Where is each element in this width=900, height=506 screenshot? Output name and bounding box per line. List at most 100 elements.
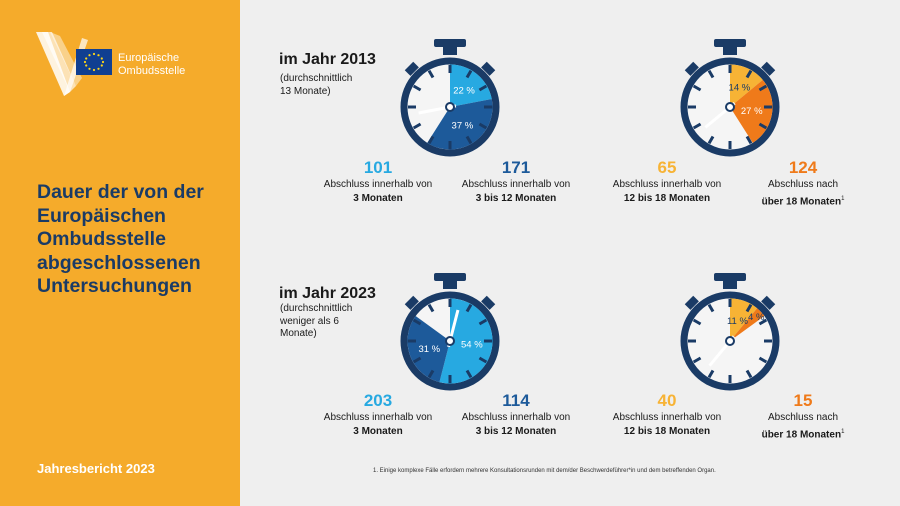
stopwatch-hub	[725, 102, 735, 112]
dial-tick	[478, 356, 488, 364]
stopwatch-hub	[725, 336, 735, 346]
dial-tick	[707, 303, 715, 313]
pie-label: 27 %	[741, 106, 763, 117]
pie-slice	[730, 64, 763, 107]
pie-slice	[427, 99, 493, 150]
pie-label: 11 %	[727, 316, 749, 327]
stat-value: 15	[793, 391, 813, 410]
stat-value: 114	[502, 391, 530, 410]
stat-value: 171	[501, 158, 531, 177]
pie-label: 22 %	[453, 86, 475, 97]
stat-desc: Abschluss innerhalb von	[461, 412, 571, 423]
eu-flag-icon	[76, 49, 112, 75]
stopwatch-button-left	[684, 61, 699, 76]
dial-tick	[412, 356, 422, 364]
year-title-2013: im Jahr 2013	[279, 51, 376, 68]
stat-period-text: über 18 Monaten	[761, 429, 842, 441]
stat-value: 65	[657, 158, 677, 177]
stopwatch-stem	[723, 45, 737, 55]
dial-tick	[427, 369, 435, 379]
dial-tick	[707, 135, 715, 145]
year-subtitle-2013: (durchschnittlich 13 Monate)	[280, 73, 353, 97]
stopwatch-button-right	[481, 61, 496, 76]
stat-2023-3-12m: 114 Abschluss innerhalb von 3 bis 12 Mon…	[446, 391, 586, 439]
pie-slice	[730, 308, 765, 341]
stat-value: 124	[788, 158, 818, 177]
pie-slice	[730, 79, 773, 143]
dial-tick	[465, 135, 473, 145]
dial-tick	[707, 369, 715, 379]
year-subtitle-2023: (durchschnittlich weniger als 6 Monate)	[280, 303, 353, 339]
pie-slice	[450, 64, 492, 107]
dial-tick	[412, 318, 422, 326]
pie-slice	[730, 298, 758, 341]
stopwatch-button-left	[404, 295, 419, 310]
stat-desc: Abschluss innerhalb von	[323, 412, 433, 423]
stat-desc: Abschluss innerhalb von	[612, 179, 722, 190]
dial-tick	[412, 122, 422, 130]
stat-2013-3-12m: 171 Abschluss innerhalb von 3 bis 12 Mon…	[446, 158, 586, 206]
stopwatch-button-right	[761, 61, 776, 76]
org-name-line1: Europäische	[118, 52, 180, 64]
stopwatch-2013-orange: 14 % 27 %	[680, 39, 780, 157]
dial-tick	[692, 84, 702, 92]
footnote: 1. Einige komplexe Fälle erfordern mehre…	[373, 468, 716, 474]
stat-2023-3m: 203 Abschluss innerhalb von 3 Monaten	[308, 391, 448, 439]
stat-period: 12 bis 18 Monaten	[623, 426, 711, 437]
stat-value: 101	[363, 158, 393, 177]
stopwatch-crown	[714, 273, 746, 281]
dial-tick	[427, 303, 435, 313]
stopwatch-stem	[723, 279, 737, 289]
stopwatch-button-left	[684, 295, 699, 310]
year-title-2023: im Jahr 2023	[279, 285, 376, 302]
dial-tick	[745, 303, 753, 313]
sidebar: Europäische Ombudsstelle Dauer der von d…	[0, 0, 240, 506]
stopwatch-crown	[714, 39, 746, 47]
stat-2023-18m-plus: 15 Abschluss nach über 18 Monaten1	[733, 391, 873, 442]
stat-value: 40	[657, 391, 677, 410]
dial-tick	[478, 122, 488, 130]
stopwatch-hub	[445, 336, 455, 346]
stat-period: 3 Monaten	[353, 193, 403, 204]
stat-desc: Abschluss nach	[767, 179, 839, 190]
dial-tick	[412, 84, 422, 92]
dial-tick	[692, 356, 702, 364]
org-name-line2: Ombudsstelle	[118, 65, 186, 77]
stat-desc: Abschluss innerhalb von	[323, 179, 433, 190]
dial-tick	[745, 369, 753, 379]
stat-period: 12 bis 18 Monaten	[623, 193, 711, 204]
stat-value: 203	[363, 391, 393, 410]
dial-tick	[707, 69, 715, 79]
stat-period-text: über 18 Monaten	[761, 196, 842, 208]
dial-tick	[758, 84, 768, 92]
stopwatch-button-right	[481, 295, 496, 310]
dial-tick	[758, 356, 768, 364]
stopwatch-button-left	[404, 61, 419, 76]
stopwatch-stem	[443, 279, 457, 289]
dial-tick	[465, 369, 473, 379]
stopwatch-button-right	[761, 295, 776, 310]
stopwatch-hub	[445, 102, 455, 112]
stat-period: 3 bis 12 Monaten	[475, 193, 557, 204]
stat-2013-18m-plus: 124 Abschluss nach über 18 Monaten1	[733, 158, 873, 209]
stat-desc: Abschluss nach	[767, 412, 839, 423]
stat-period: 3 bis 12 Monaten	[475, 426, 557, 437]
pie-slice	[439, 298, 493, 384]
stat-desc: Abschluss innerhalb von	[612, 412, 722, 423]
pie-label: 31 %	[418, 344, 440, 355]
report-label: Jahresbericht 2023	[37, 461, 155, 476]
stopwatch-2023-orange: 11 % 4 %	[680, 273, 780, 391]
stat-period: über 18 Monaten1	[733, 192, 873, 209]
dial-tick	[465, 303, 473, 313]
dial-tick	[427, 135, 435, 145]
dial-tick	[465, 69, 473, 79]
footnote-marker: 1	[841, 429, 845, 435]
dial-tick	[427, 69, 435, 79]
pie-label: 54 %	[461, 339, 483, 350]
dial-tick	[758, 318, 768, 326]
main-title: Dauer der von der Europäischen Ombudsste…	[37, 181, 204, 297]
stat-2023-12-18m: 40 Abschluss innerhalb von 12 bis 18 Mon…	[597, 391, 737, 439]
pie-slice	[407, 316, 450, 383]
main-panel	[240, 0, 900, 506]
pie-label: 14 %	[729, 83, 751, 94]
